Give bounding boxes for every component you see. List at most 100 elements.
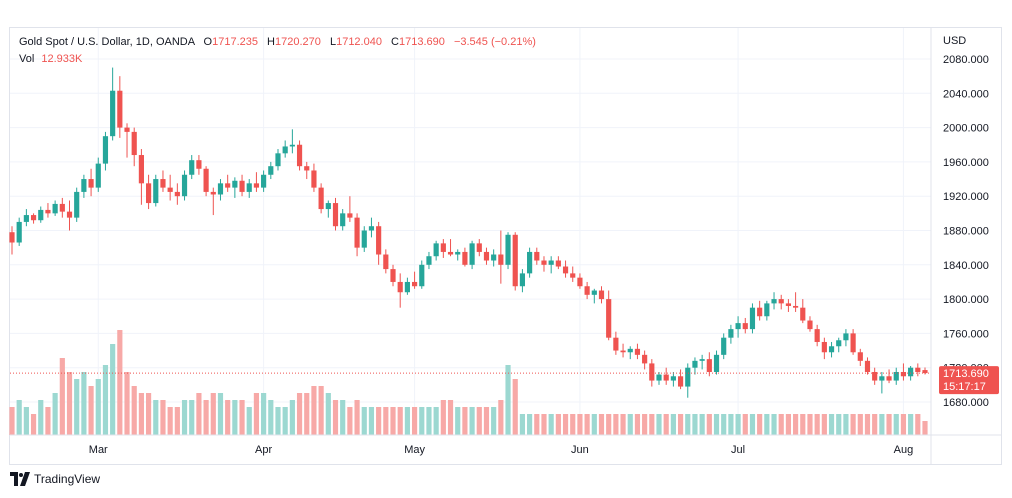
candle-body <box>915 367 921 372</box>
volume-bar <box>160 400 166 435</box>
candle-body <box>440 243 446 252</box>
candle-body <box>491 254 497 261</box>
volume-bar <box>9 407 15 435</box>
candle-body <box>749 307 756 330</box>
candle-body <box>261 174 267 188</box>
low-value: 1712.040 <box>336 36 382 48</box>
volume-bar <box>491 407 497 435</box>
candle-body <box>9 232 15 243</box>
volume-bar <box>153 400 159 435</box>
volume-bar <box>74 379 80 435</box>
candle-body <box>117 90 123 128</box>
candle-body <box>649 363 655 381</box>
volume-bar <box>728 414 734 435</box>
x-tick-label: Aug <box>894 444 914 456</box>
volume-bar <box>318 386 324 435</box>
candle-body <box>311 170 317 188</box>
volume-bar <box>404 407 410 435</box>
volume-bar <box>692 414 698 435</box>
volume-bar <box>908 414 914 435</box>
volume-bar <box>167 407 173 435</box>
volume-bar <box>217 393 224 435</box>
y-tick-label: 1920.000 <box>943 191 989 203</box>
volume-bars <box>9 330 928 435</box>
candle-body <box>476 243 482 252</box>
price-tag-countdown: 15:17:17 <box>943 381 986 393</box>
y-tick-label: 1840.000 <box>943 260 989 272</box>
volume-bar <box>591 414 597 435</box>
volume-bar <box>354 400 360 435</box>
volume-bar <box>282 407 288 435</box>
candle-body <box>900 371 907 377</box>
candle-body <box>742 323 748 330</box>
candle-body <box>455 251 461 255</box>
volume-label[interactable]: Vol <box>19 53 35 65</box>
candle-body <box>110 90 116 137</box>
volume-bar <box>828 414 835 435</box>
candle-body <box>793 305 799 308</box>
candle-body <box>591 290 597 295</box>
y-tick-label: 2080.000 <box>943 54 989 66</box>
volume-bar <box>613 414 619 435</box>
x-tick-label: Apr <box>255 444 272 456</box>
candle-body <box>663 374 669 381</box>
volume-bar <box>275 407 281 435</box>
volume-bar <box>634 414 641 435</box>
price-tag-price: 1713.690 <box>943 368 989 380</box>
volume-bar <box>656 414 662 435</box>
candle-body <box>282 146 288 154</box>
tradingview-brand[interactable]: TradingView <box>10 472 100 486</box>
candle-body <box>225 183 231 188</box>
candle-body <box>340 213 346 227</box>
volume-bar <box>857 414 863 435</box>
candle-body <box>685 367 691 387</box>
volume-bar <box>455 407 461 435</box>
volume-bar <box>886 414 892 435</box>
candle-body <box>735 323 741 330</box>
candle-body <box>670 376 676 381</box>
volume-bar <box>735 414 741 435</box>
candle-body <box>59 203 65 212</box>
volume-bar <box>361 407 367 435</box>
candle-body <box>886 376 892 381</box>
symbol-name[interactable]: Gold Spot / U.S. Dollar, 1D, OANDA <box>19 36 195 48</box>
candle-body <box>74 191 80 218</box>
volume-bar <box>325 393 331 435</box>
candle-body <box>555 260 561 267</box>
volume-bar <box>196 393 202 435</box>
candle-body <box>210 191 216 195</box>
volume-bar <box>749 414 756 435</box>
candle-body <box>102 136 109 164</box>
candle-body <box>239 180 245 192</box>
volume-bar <box>411 407 418 435</box>
candle-body <box>95 163 101 188</box>
candle-body <box>304 166 310 171</box>
volume-bar <box>793 414 799 435</box>
volume-bar <box>203 400 209 435</box>
volume-bar <box>332 400 339 435</box>
candle-body <box>167 187 173 192</box>
volume-bar <box>447 400 454 435</box>
volume-bar <box>713 414 720 435</box>
candle-body <box>318 187 324 210</box>
volume-bar <box>721 414 727 435</box>
volume-bar <box>836 414 842 435</box>
volume-bar <box>670 414 676 435</box>
volume-bar <box>562 414 569 435</box>
volume-bar <box>433 407 439 435</box>
candle-body <box>153 179 159 204</box>
x-tick-label: Jul <box>731 444 745 456</box>
volume-bar <box>893 414 899 435</box>
volume-bar <box>296 393 303 435</box>
candle-body <box>879 376 885 381</box>
volume-bar <box>469 407 475 435</box>
volume-bar <box>785 414 791 435</box>
candle-body <box>498 254 504 265</box>
x-tick-label: Mar <box>89 444 108 456</box>
candle-body <box>864 360 871 372</box>
candle-body <box>713 354 720 372</box>
volume-bar <box>81 372 87 435</box>
y-tick-label: 1960.000 <box>943 157 989 169</box>
